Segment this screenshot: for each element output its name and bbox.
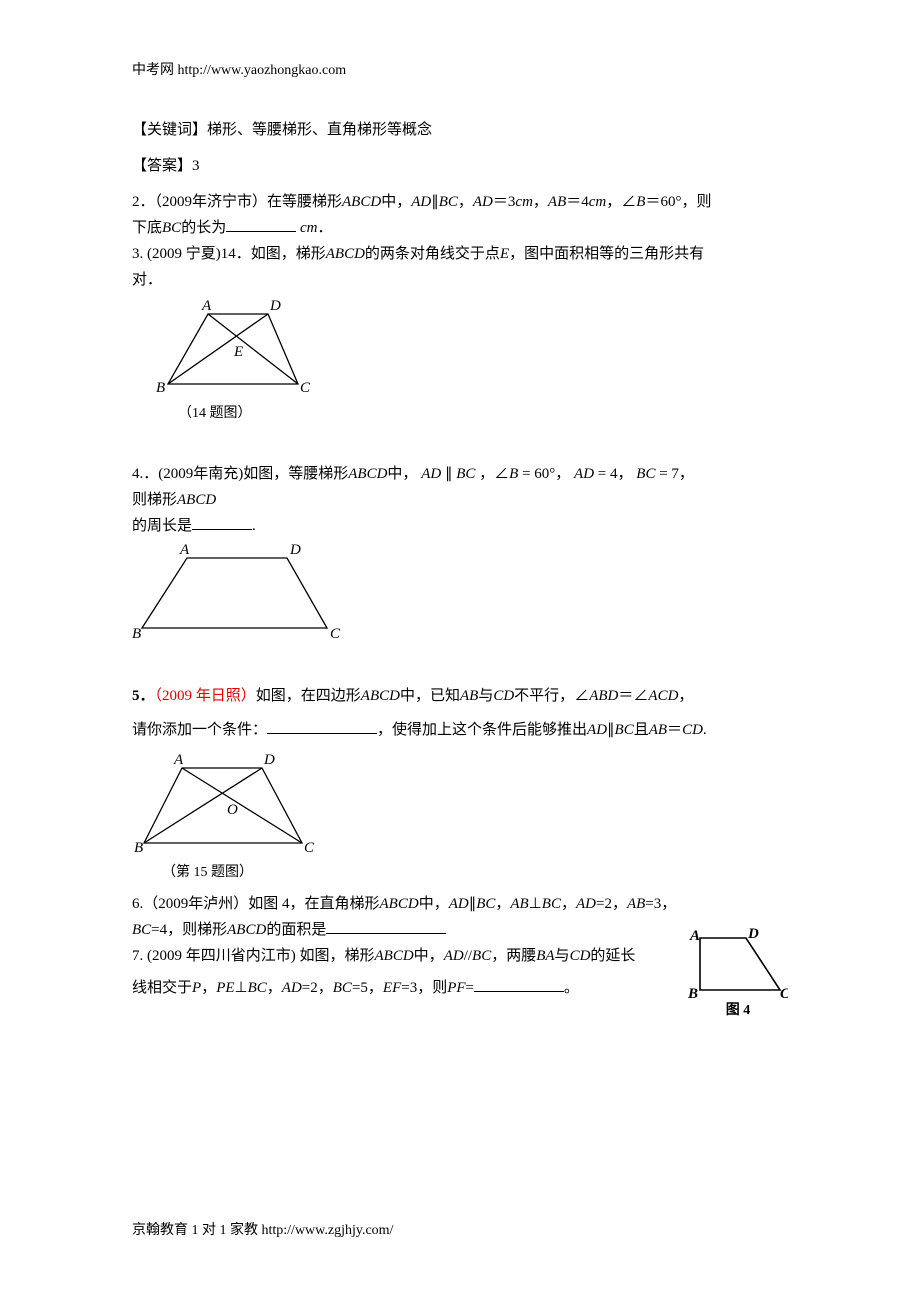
page-footer: 京翰教育 1 对 1 家教 http://www.zgjhjy.com/ xyxy=(132,1220,393,1242)
problem-5-line1: 5．（2009 年日照）如图，在四边形ABCD中，已知AB与CD不平行，∠ABD… xyxy=(132,684,788,708)
figure-4-caption: 图 4 xyxy=(688,1000,788,1022)
footer-url: http://www.zgjhjy.com/ xyxy=(262,1223,394,1238)
svg-text:A: A xyxy=(179,542,190,558)
problem-4-line1: 4.．(2009年南充)如图，等腰梯形ABCD中， AD ∥ BC ，∠B = … xyxy=(132,462,788,486)
problem-5-line2: 请你添加一个条件：，使得加上这个条件后能够推出AD∥BC且AB＝CD. xyxy=(132,718,788,742)
svg-text:C: C xyxy=(304,840,315,856)
blank-p4 xyxy=(192,514,252,530)
svg-text:A: A xyxy=(201,298,212,314)
header-url: http://www.yaozhongkao.com xyxy=(178,63,347,78)
svg-text:D: D xyxy=(263,752,275,768)
svg-text:A: A xyxy=(689,928,700,944)
svg-text:B: B xyxy=(156,380,165,396)
answer-value: 3 xyxy=(192,158,200,174)
svg-text:C: C xyxy=(300,380,311,396)
svg-text:B: B xyxy=(688,986,698,1000)
keyword-label: 【关键词】 xyxy=(132,122,207,138)
keyword-line: 【关键词】梯形、等腰梯形、直角梯形等概念 xyxy=(132,118,788,142)
problem-2-line1: 2．（2009年济宁市）在等腰梯形ABCD中，AD∥BC，AD＝3cm，AB＝4… xyxy=(132,190,788,214)
svg-text:C: C xyxy=(780,986,788,1000)
svg-text:B: B xyxy=(134,840,143,856)
answer-label: 【答案】 xyxy=(132,158,192,174)
header-site-name: 中考网 xyxy=(132,63,174,78)
figure-14: A D B C E xyxy=(148,294,318,399)
figure-15: A D B C O xyxy=(132,748,322,858)
svg-text:D: D xyxy=(269,298,281,314)
blank-p5 xyxy=(267,718,377,734)
footer-brand: 京翰教育 1 对 1 家教 xyxy=(132,1223,258,1238)
svg-text:E: E xyxy=(233,344,243,360)
svg-text:D: D xyxy=(289,542,301,558)
svg-text:C: C xyxy=(330,626,341,640)
figure-15-caption: （第 15 题图） xyxy=(162,862,788,884)
problem-3-line2: 对． xyxy=(132,268,788,292)
svg-text:D: D xyxy=(747,928,759,942)
problem-3-line1: 3. (2009 宁夏)14．如图，梯形ABCD的两条对角线交于点E，图中面积相… xyxy=(132,242,788,266)
figure-4-wrap: A D B C 图 4 xyxy=(688,928,788,1022)
blank-p6 xyxy=(326,918,446,934)
blank-p7 xyxy=(474,976,564,992)
problem-6-line1: 6.（2009年泸州）如图 4，在直角梯形ABCD中，AD∥BC，AB⊥BC，A… xyxy=(132,892,788,916)
answer-line: 【答案】3 xyxy=(132,154,788,178)
problem-4-line3: 的周长是. xyxy=(132,514,788,538)
problem-2-line2: 下底BC的长为 cm． xyxy=(132,216,788,240)
problem-4-line2: 则梯形ABCD xyxy=(132,488,788,512)
blank-p2 xyxy=(226,216,296,232)
figure-p4: A D B C xyxy=(132,540,342,640)
figure-4: A D B C xyxy=(688,928,788,1000)
svg-text:B: B xyxy=(132,626,141,640)
svg-text:A: A xyxy=(173,752,184,768)
keyword-text: 梯形、等腰梯形、直角梯形等概念 xyxy=(207,122,432,138)
figure-14-caption: （14 题图） xyxy=(178,403,788,425)
svg-text:O: O xyxy=(227,802,238,818)
page-header: 中考网 http://www.yaozhongkao.com xyxy=(132,60,788,82)
